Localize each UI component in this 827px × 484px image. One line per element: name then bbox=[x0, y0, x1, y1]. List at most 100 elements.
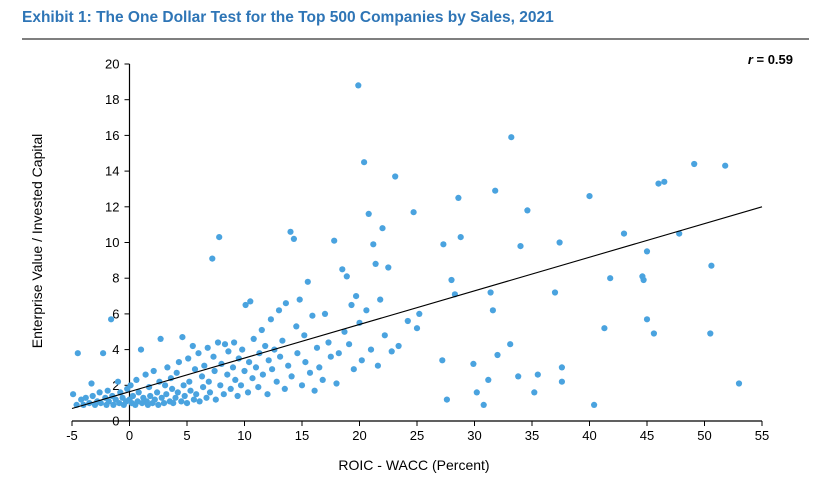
data-point bbox=[265, 357, 272, 364]
data-point bbox=[448, 276, 455, 284]
data-point bbox=[127, 382, 134, 389]
data-point bbox=[591, 401, 598, 408]
data-point bbox=[191, 366, 199, 373]
data-point bbox=[586, 193, 593, 200]
data-point bbox=[556, 239, 563, 246]
data-point bbox=[198, 373, 206, 380]
data-point bbox=[640, 276, 647, 284]
data-point bbox=[288, 373, 295, 380]
data-point bbox=[242, 301, 249, 309]
data-point bbox=[473, 389, 480, 396]
data-point bbox=[346, 341, 353, 348]
data-point bbox=[363, 307, 370, 314]
data-point bbox=[643, 248, 651, 255]
data-point bbox=[204, 344, 211, 351]
data-point bbox=[212, 396, 219, 403]
data-point bbox=[186, 378, 193, 385]
data-point bbox=[492, 187, 499, 194]
data-point bbox=[457, 234, 464, 241]
x-tick-label: -5 bbox=[66, 428, 78, 443]
data-point bbox=[74, 350, 81, 357]
data-points bbox=[70, 82, 743, 408]
data-point bbox=[160, 400, 168, 407]
data-point bbox=[331, 237, 338, 244]
data-point bbox=[185, 355, 192, 362]
data-point bbox=[313, 344, 321, 351]
data-point bbox=[211, 367, 218, 375]
data-point bbox=[534, 371, 541, 378]
data-point bbox=[258, 326, 265, 334]
data-point bbox=[157, 335, 164, 342]
data-point bbox=[104, 387, 111, 394]
data-point bbox=[413, 325, 421, 332]
x-tick-label: 50 bbox=[697, 428, 711, 443]
data-point bbox=[372, 260, 379, 267]
data-point bbox=[443, 396, 450, 403]
data-point bbox=[178, 398, 185, 405]
title-divider bbox=[22, 38, 809, 40]
data-point bbox=[306, 369, 314, 376]
correlation-symbol: r bbox=[748, 52, 754, 67]
data-point bbox=[287, 228, 294, 235]
data-point bbox=[173, 369, 180, 376]
data-point bbox=[231, 339, 238, 346]
y-tick-label: 14 bbox=[105, 164, 119, 179]
data-point bbox=[470, 360, 477, 367]
data-point bbox=[193, 391, 200, 398]
data-point bbox=[370, 241, 377, 248]
data-point bbox=[722, 162, 729, 169]
exhibit-title: Exhibit 1: The One Dollar Test for the T… bbox=[22, 9, 554, 26]
data-point bbox=[691, 160, 698, 168]
data-point bbox=[170, 400, 177, 407]
data-point bbox=[155, 401, 162, 408]
data-point bbox=[203, 394, 210, 401]
data-point bbox=[200, 384, 207, 391]
y-tick-label: 8 bbox=[112, 271, 119, 286]
data-point bbox=[367, 346, 375, 353]
data-point bbox=[277, 353, 284, 360]
data-point bbox=[154, 389, 161, 396]
y-tick-label: 4 bbox=[112, 342, 119, 357]
data-point bbox=[392, 173, 399, 180]
data-point bbox=[319, 376, 326, 383]
x-tick-label: 40 bbox=[582, 428, 596, 443]
data-point bbox=[341, 328, 348, 335]
data-point bbox=[97, 400, 104, 407]
x-tick-label: 25 bbox=[410, 428, 424, 443]
data-point bbox=[385, 264, 392, 271]
data-point bbox=[158, 394, 165, 401]
x-tick-label: 55 bbox=[755, 428, 769, 443]
x-tick-label: 30 bbox=[467, 428, 481, 443]
data-point bbox=[325, 339, 332, 346]
data-point bbox=[190, 396, 197, 403]
data-point bbox=[273, 378, 280, 385]
data-point bbox=[183, 400, 191, 407]
data-point bbox=[676, 230, 683, 237]
data-point bbox=[343, 273, 350, 280]
data-point bbox=[355, 82, 362, 89]
y-tick-label: 18 bbox=[105, 92, 119, 107]
data-point bbox=[551, 289, 559, 296]
y-tick-label: 16 bbox=[105, 128, 119, 143]
x-axis-title: ROIC - WACC (Percent) bbox=[338, 457, 489, 473]
data-point bbox=[650, 330, 658, 337]
data-point bbox=[209, 255, 216, 262]
data-point bbox=[655, 180, 662, 187]
data-point bbox=[244, 389, 252, 396]
data-point bbox=[196, 398, 203, 405]
x-tick-label: 5 bbox=[183, 428, 190, 443]
y-tick-label: 20 bbox=[105, 57, 119, 72]
data-point bbox=[225, 348, 232, 355]
data-point bbox=[163, 391, 170, 398]
data-point bbox=[100, 350, 107, 357]
data-point bbox=[293, 323, 300, 330]
data-point bbox=[179, 334, 186, 341]
data-point bbox=[279, 337, 286, 344]
data-point bbox=[88, 380, 95, 387]
data-point bbox=[489, 307, 496, 314]
trendline bbox=[71, 206, 763, 410]
data-point bbox=[282, 300, 289, 307]
y-tick-label: 12 bbox=[105, 199, 119, 214]
data-point bbox=[335, 350, 342, 357]
